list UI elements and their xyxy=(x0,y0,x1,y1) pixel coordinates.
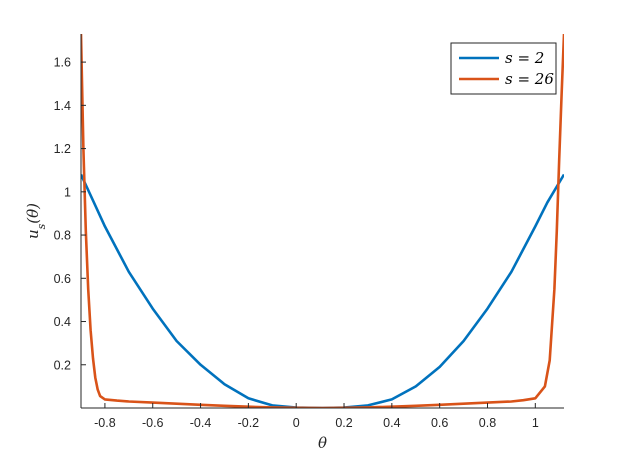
legend-box xyxy=(450,42,557,95)
y-tick-label: 1.4 xyxy=(54,99,71,113)
y-tick-label: 0.2 xyxy=(54,358,71,372)
y-tick-label: 1.2 xyxy=(54,142,71,156)
plot-area xyxy=(81,34,564,408)
x-tick-label: -0.4 xyxy=(190,416,212,430)
series-line-1 xyxy=(81,173,564,408)
y-tick-label: 1 xyxy=(64,185,71,199)
x-axis-ticks: -0.8 -0.6 -0.4 -0.2 0 0.2 0.4 0.6 0.8 1 xyxy=(94,403,539,430)
x-axis-label: θ xyxy=(318,434,327,452)
y-tick-label: 0.8 xyxy=(54,229,71,243)
y-tick-label: 0.4 xyxy=(54,315,71,329)
x-tick-label: -0.6 xyxy=(142,416,164,430)
x-tick-label: 1 xyxy=(532,416,539,430)
legend: s = 2 s = 26 xyxy=(450,42,557,95)
y-axis-ticks: 0.2 0.4 0.6 0.8 1 1.2 1.4 1.6 xyxy=(54,56,86,372)
x-tick-label: 0.8 xyxy=(479,416,496,430)
axes-frame xyxy=(81,34,564,408)
x-tick-label: 0 xyxy=(293,416,300,430)
x-tick-label: -0.8 xyxy=(94,416,116,430)
y-tick-label: 0.6 xyxy=(54,272,71,286)
x-tick-label: -0.2 xyxy=(238,416,260,430)
axis-lines xyxy=(80,34,564,409)
x-tick-label: 0.2 xyxy=(335,416,352,430)
y-axis-label: us(θ) xyxy=(24,203,48,239)
legend-entry-1: s = 2 xyxy=(505,49,544,67)
x-tick-label: 0.4 xyxy=(383,416,400,430)
y-tick-label: 1.6 xyxy=(54,56,71,70)
x-tick-label: 0.6 xyxy=(431,416,448,430)
legend-entry-2: s = 26 xyxy=(505,70,554,88)
